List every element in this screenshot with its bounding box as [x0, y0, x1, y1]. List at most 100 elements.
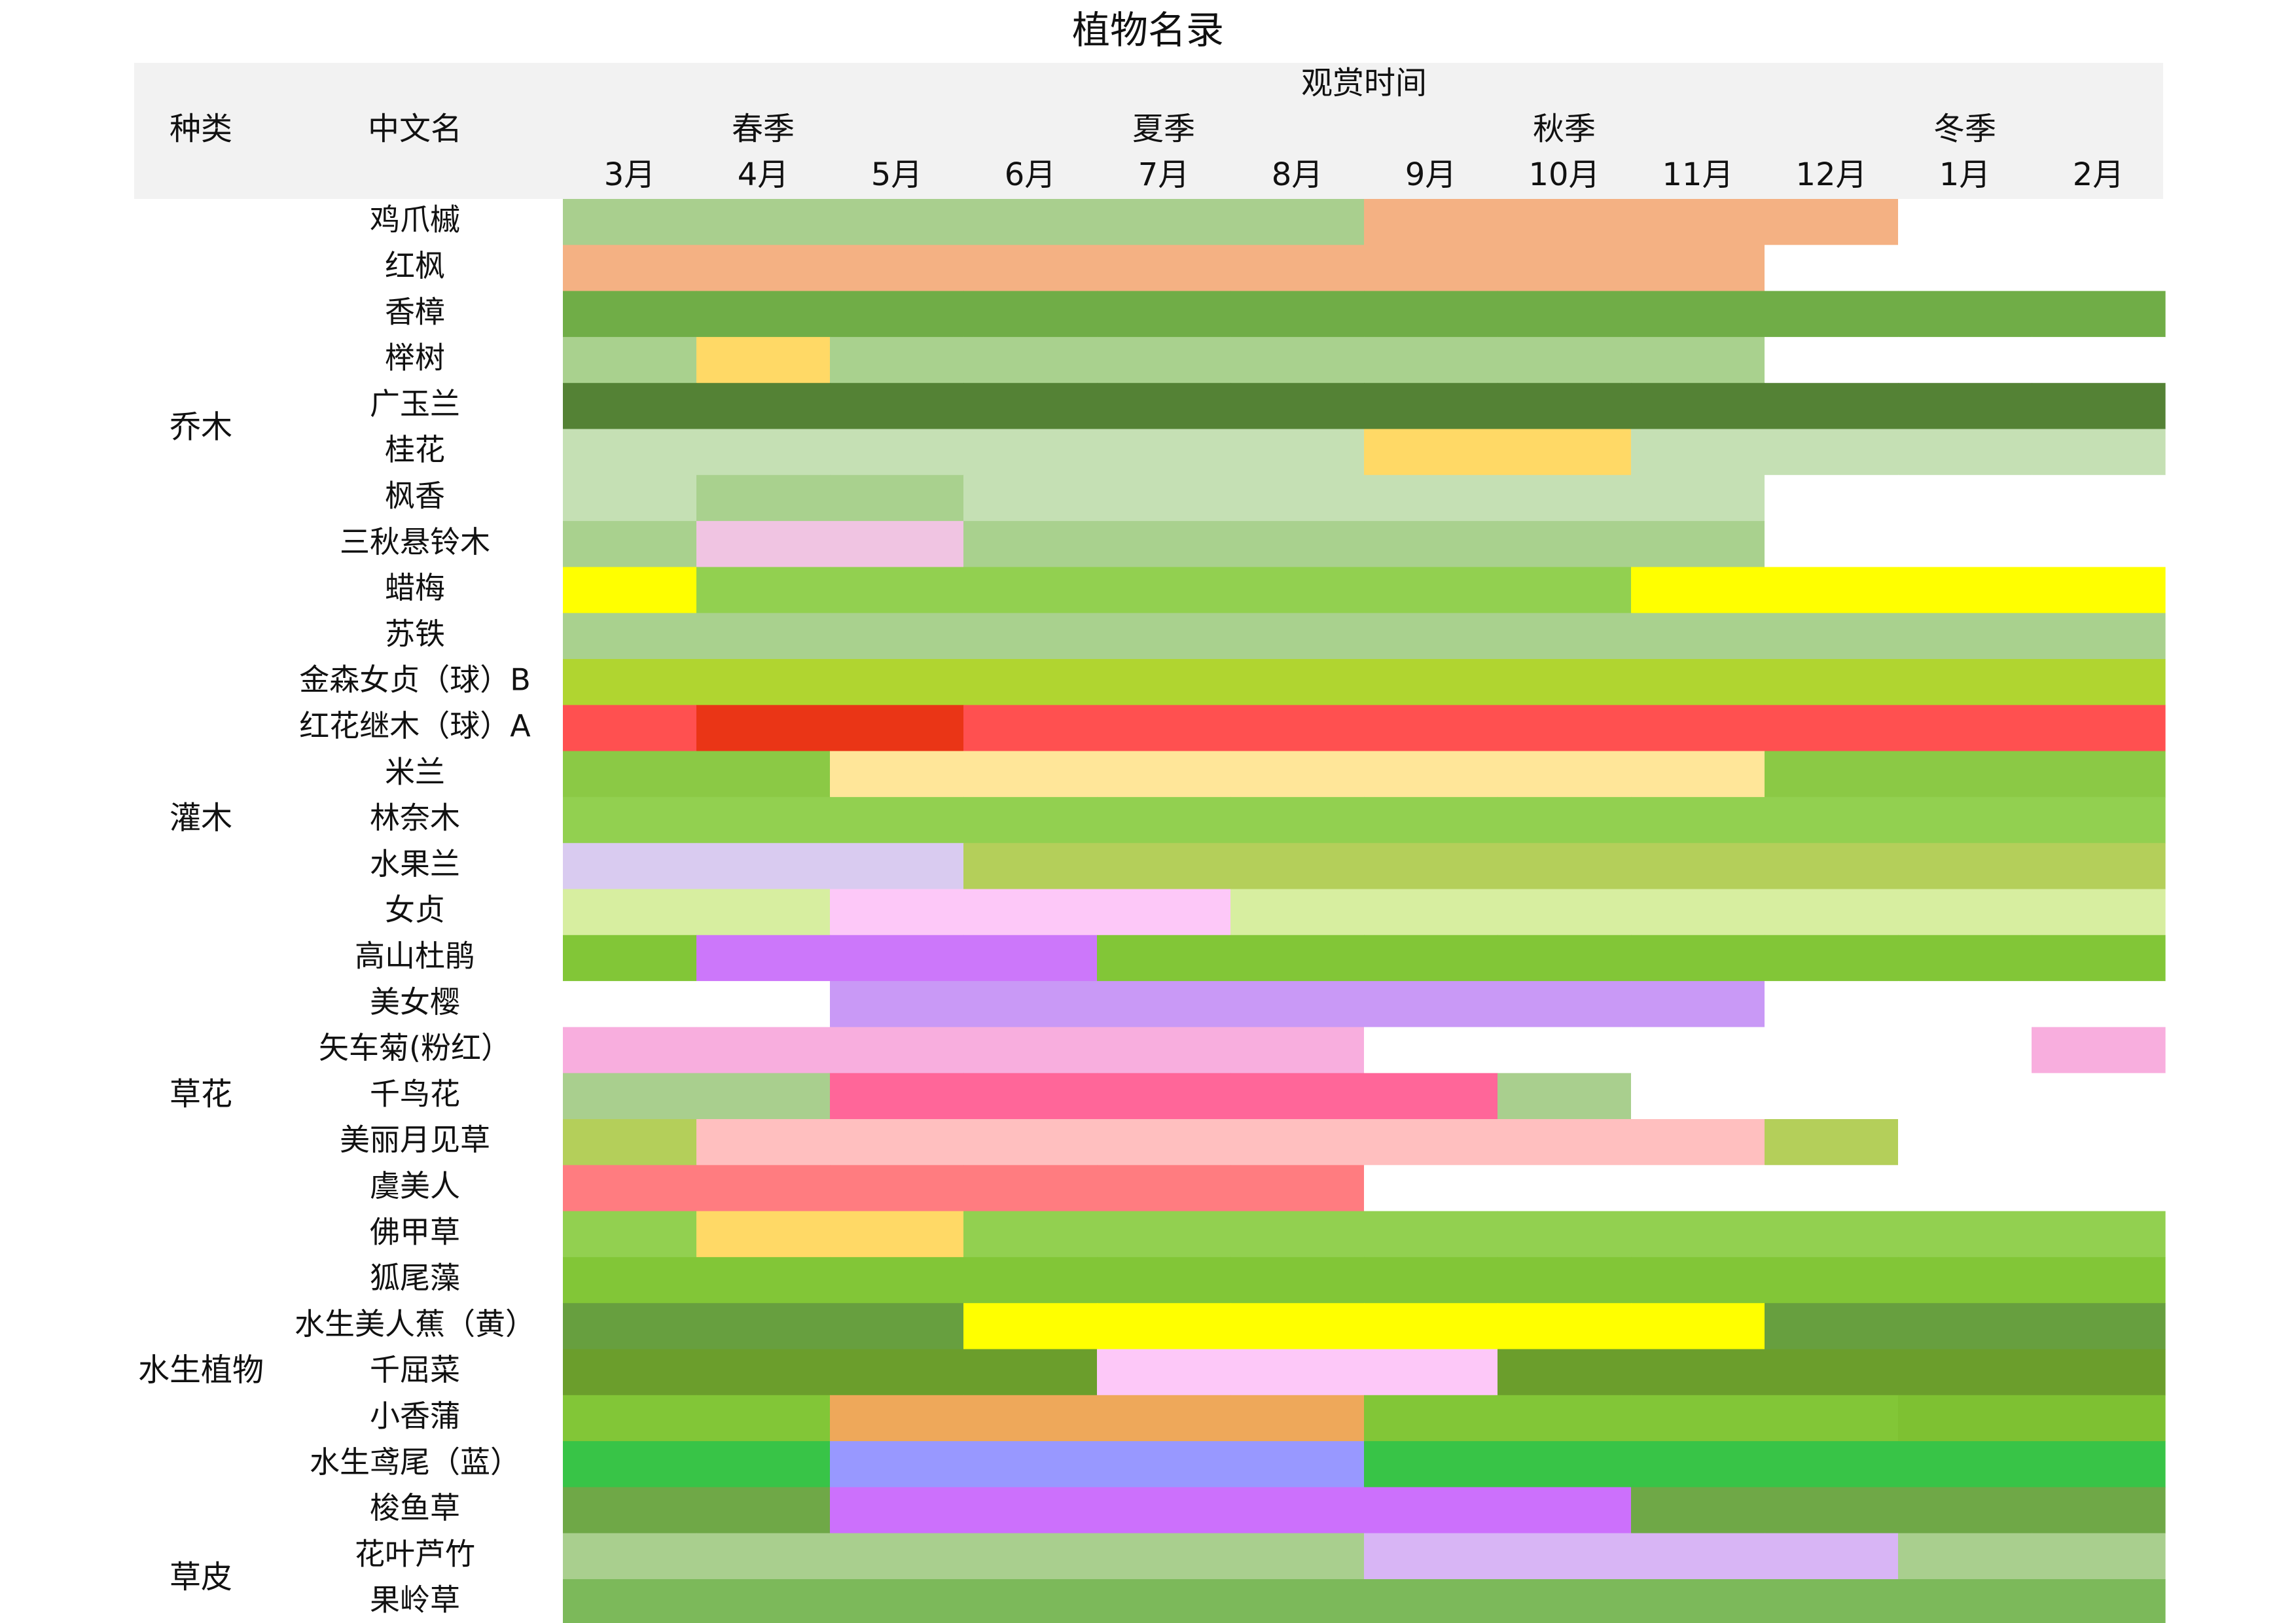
bloom-cell [1631, 1349, 1765, 1396]
bloom-cell [963, 245, 1098, 292]
bloom-cell [1364, 843, 1498, 890]
bloom-cell [2032, 1073, 2166, 1120]
plant-name: 桂花 [385, 432, 445, 467]
bloom-cell [563, 889, 697, 936]
bloom-cell [2032, 383, 2166, 430]
bloom-cell [1765, 659, 1899, 705]
season-label: 春季 [732, 111, 795, 147]
bloom-cell [1631, 1395, 1765, 1442]
bloom-cell [696, 521, 831, 567]
bloom-cell [696, 705, 831, 752]
bloom-cell [830, 429, 964, 476]
bloom-cell [696, 1257, 831, 1304]
bloom-cell [1631, 383, 1765, 430]
bloom-cell [1097, 1533, 1231, 1580]
bloom-cell [1898, 199, 2032, 245]
bloom-cell [1898, 291, 2032, 338]
plant-name: 矢车菊(粉红） [319, 1030, 511, 1065]
bloom-cell [1765, 383, 1899, 430]
bloom-cell [1097, 843, 1231, 890]
bloom-cell [2032, 843, 2166, 890]
bloom-cell [1631, 291, 1765, 338]
bloom-cell [1230, 1027, 1365, 1074]
bloom-cell [2032, 567, 2166, 614]
bloom-cell [963, 1073, 1098, 1120]
bloom-cell [963, 1579, 1098, 1623]
bloom-cell [1230, 1349, 1365, 1396]
bloom-cell [1898, 796, 2032, 844]
category-column-header: 种类 [170, 111, 232, 147]
bloom-cell [1765, 1395, 1899, 1442]
bloom-cell [1364, 1257, 1498, 1304]
bloom-cell [1898, 659, 2032, 705]
bloom-cell [1898, 981, 2032, 1027]
bloom-cell [963, 1303, 1098, 1350]
plant-name: 美女樱 [370, 984, 460, 1020]
bloom-cell [1097, 1257, 1231, 1304]
bloom-cell [563, 843, 697, 890]
bloom-cell [1765, 1165, 1899, 1212]
plant-name: 红花继木（球）A [299, 708, 531, 743]
month-label: 2月 [2073, 156, 2125, 193]
bloom-cell [1097, 796, 1231, 844]
bloom-cell [1097, 474, 1231, 522]
bloom-cell [1631, 1165, 1765, 1212]
bloom-cell [696, 751, 831, 798]
bloom-cell [1364, 521, 1498, 567]
bloom-cell [1230, 843, 1365, 890]
bloom-cell [563, 981, 697, 1027]
bloom-cell [1230, 1211, 1365, 1258]
bloom-cell [696, 935, 831, 982]
bloom-cell [963, 1119, 1098, 1166]
bloom-cell [963, 981, 1098, 1027]
bloom-cell [1230, 567, 1365, 614]
bloom-cell [1364, 705, 1498, 752]
bloom-cell [1230, 521, 1365, 567]
season-label: 夏季 [1132, 111, 1195, 147]
bloom-cell [1765, 1027, 1899, 1074]
bloom-cell [1364, 199, 1498, 245]
bloom-cell [1498, 567, 1632, 614]
bloom-cell [1898, 751, 2032, 798]
plant-name: 榉树 [385, 340, 445, 376]
bloom-cell [1765, 474, 1899, 522]
bloom-cell [830, 1487, 964, 1534]
bloom-cell [563, 1487, 697, 1534]
bloom-cell [1898, 1349, 2032, 1396]
bloom-cell [1230, 474, 1365, 522]
bloom-cell [1364, 659, 1498, 705]
bloom-cell [1097, 1441, 1231, 1488]
bloom-cell [563, 613, 697, 660]
month-label: 7月 [1138, 156, 1190, 193]
bloom-cell [1230, 796, 1365, 844]
bloom-cell [963, 567, 1098, 614]
bloom-cell [696, 429, 831, 476]
bloom-cell [1765, 751, 1899, 798]
bloom-cell [696, 1533, 831, 1580]
bloom-cell [1364, 1303, 1498, 1350]
bloom-cell [696, 889, 831, 936]
bloom-cell [2032, 336, 2166, 383]
bloom-cell [1898, 567, 2032, 614]
bloom-cell [1097, 336, 1231, 383]
bloom-cell [1631, 1257, 1765, 1304]
bloom-cell [1631, 429, 1765, 476]
bloom-cell [1631, 935, 1765, 982]
bloom-cell [696, 567, 831, 614]
bloom-cell [1230, 1165, 1365, 1212]
bloom-cell [1898, 1027, 2032, 1074]
bloom-cell [1230, 245, 1365, 292]
bloom-cell [1230, 751, 1365, 798]
bloom-cell [1230, 291, 1365, 338]
bloom-cell [1498, 1165, 1632, 1212]
bloom-cell [1765, 1441, 1899, 1488]
bloom-cell [1230, 613, 1365, 660]
bloom-cell [830, 1533, 964, 1580]
bloom-cell [1097, 1303, 1231, 1350]
bloom-cell [563, 199, 697, 245]
bloom-cell [830, 843, 964, 890]
chart-title: 植物名录 [1072, 8, 1224, 52]
bloom-cell [1898, 1165, 2032, 1212]
